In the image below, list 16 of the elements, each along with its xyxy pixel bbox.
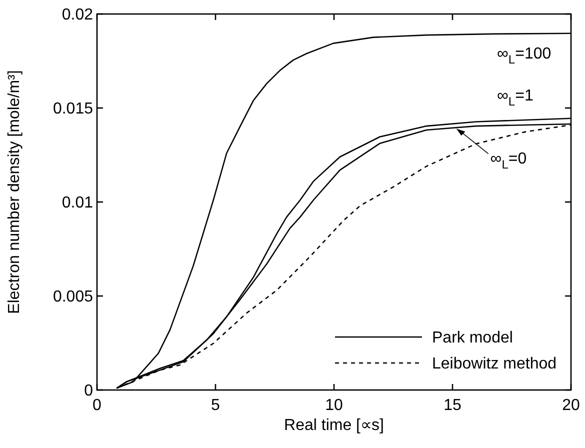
legend-label: ∞$_{L}$=1 (497, 87, 534, 109)
x-tick-label: 15 (444, 397, 462, 414)
y-tick-label: 0 (84, 382, 94, 400)
annotation: Leibowitz method (432, 356, 557, 373)
x-tick-label: 10 (325, 397, 343, 414)
y-tick-label: 0.01 (62, 194, 94, 212)
series-label: ∞$_{L}$=100 (497, 45, 552, 67)
y-tick-label: 0.02 (62, 6, 94, 24)
x-tick-label: 5 (211, 397, 220, 414)
y-axis-title: Electron number density [mole/m³] (6, 70, 23, 314)
series-label: ∞$_{L}$=0 (490, 150, 527, 172)
y-tick-label: 0.005 (52, 288, 94, 306)
annotation: Park model (432, 330, 513, 347)
x-tick-label: 20 (562, 397, 580, 414)
y-tick-label: 0.015 (52, 100, 94, 118)
x-axis-title: Real time [∝s] (284, 417, 384, 434)
